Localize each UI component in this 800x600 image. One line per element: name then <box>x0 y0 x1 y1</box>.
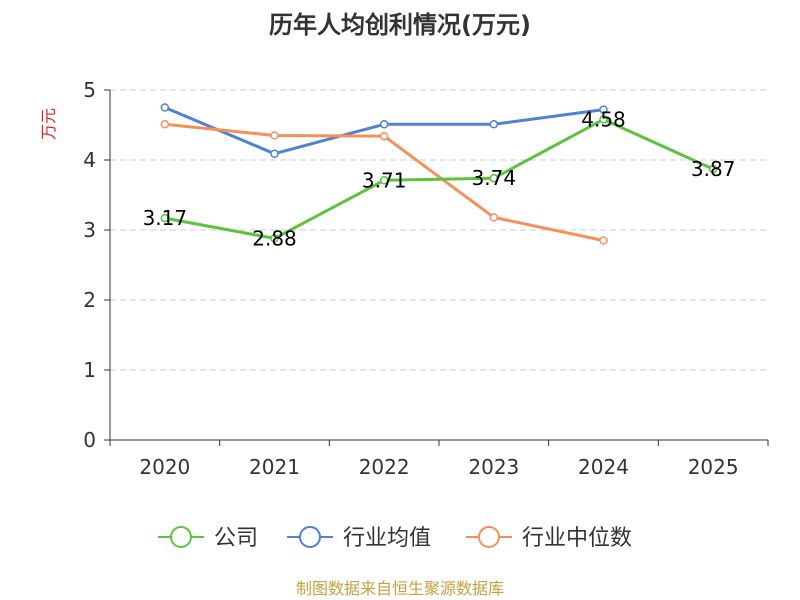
series-layer <box>160 103 718 245</box>
x-tick-label: 2025 <box>688 455 739 479</box>
data-label: 3.17 <box>143 206 188 230</box>
data-label: 3.71 <box>362 168 407 192</box>
data-point <box>489 120 499 129</box>
series-1 <box>160 103 608 158</box>
legend-label: 行业中位数 <box>522 526 632 551</box>
data-label: 3.87 <box>691 157 736 181</box>
legend-item[interactable]: 公司 <box>158 526 258 551</box>
data-point <box>160 213 170 223</box>
y-axis-label: 万元 <box>39 108 58 140</box>
y-tick-label: 2 <box>83 288 96 312</box>
data-point <box>599 105 608 114</box>
axis-layer: 0 1 2 3 4 5 2020 2021 2022 2023 2024 2025 <box>83 78 769 479</box>
series-2 <box>160 120 608 245</box>
legend-label: 公司 <box>214 526 258 551</box>
legend-item[interactable]: 行业中位数 <box>466 526 632 551</box>
data-label-layer: 3.17 2.88 3.71 3.74 4.58 3.87 <box>143 107 736 250</box>
y-tick-label: 4 <box>83 148 96 172</box>
data-point <box>270 234 279 243</box>
legend-marker <box>299 526 321 548</box>
x-tick-label: 2020 <box>139 455 190 479</box>
data-point <box>379 176 389 185</box>
data-label: 2.88 <box>252 226 297 250</box>
series-0 <box>160 115 718 243</box>
data-point <box>599 236 608 245</box>
data-label: 3.74 <box>472 166 517 190</box>
grid-layer <box>110 89 768 371</box>
data-point <box>708 164 718 174</box>
data-point <box>379 120 389 129</box>
y-tick-label: 0 <box>83 428 96 452</box>
x-tick-label: 2022 <box>359 455 410 479</box>
series-line <box>164 117 714 240</box>
y-tick-label: 5 <box>83 78 96 102</box>
legend-label: 行业均值 <box>343 526 431 551</box>
data-label: 4.58 <box>581 107 626 131</box>
legend-marker <box>478 526 500 548</box>
y-tick-label: 1 <box>83 358 96 382</box>
chart-title: 历年人均创利情况(万元) <box>269 11 531 39</box>
data-point <box>599 115 608 124</box>
data-point <box>270 131 279 140</box>
data-point <box>379 131 389 141</box>
source-note: 制图数据来自恒生聚源数据库 <box>296 579 504 598</box>
legend: 公司 行业均值 行业中位数 <box>158 526 632 551</box>
data-point <box>160 103 170 112</box>
data-point <box>489 213 499 222</box>
y-tick-label: 3 <box>83 218 96 242</box>
x-tick-label: 2021 <box>249 455 300 479</box>
data-point <box>270 149 279 158</box>
legend-item[interactable]: 行业均值 <box>287 526 431 551</box>
x-tick-label: 2023 <box>468 455 519 479</box>
legend-marker <box>170 526 192 548</box>
data-point <box>160 120 170 129</box>
data-point <box>489 173 499 183</box>
x-tick-label: 2024 <box>578 455 629 479</box>
